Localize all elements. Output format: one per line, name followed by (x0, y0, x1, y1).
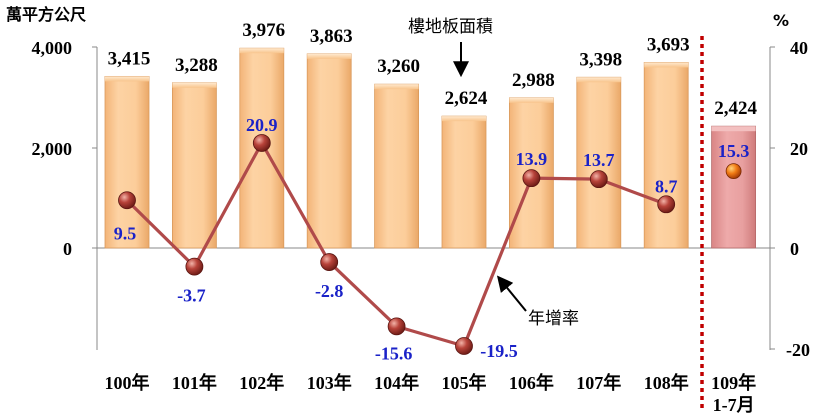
left-axis-unit: 萬平方公尺 (6, 5, 86, 24)
left-tick-0: 0 (63, 239, 72, 259)
rate-marker-1 (185, 257, 204, 276)
bar-top-9 (711, 126, 756, 132)
right-tick-40: 40 (790, 38, 808, 58)
rate-label-3: -2.8 (315, 281, 344, 301)
line-annotation-arrow (496, 275, 527, 312)
bar-top-5 (442, 116, 486, 122)
rate-marker-6 (522, 169, 541, 188)
rate-marker-0 (118, 191, 136, 210)
rate-label-1: -3.7 (177, 286, 206, 306)
bar-4 (374, 83, 420, 249)
rate-label-8: 8.7 (655, 176, 678, 196)
bar-label-4: 3,260 (377, 56, 420, 77)
bar-label-8: 3,693 (647, 34, 690, 55)
rate-label-5: -19.5 (480, 341, 518, 361)
rate-marker-7 (589, 170, 608, 189)
bar-series-label: 樓地板面積 (408, 17, 493, 37)
x-label-6: 106年 (509, 372, 554, 393)
rate-marker-4 (387, 317, 406, 336)
bar-labels-layer: 3,415 3,288 3,976 3,863 3,260 2,624 2,988 3,398… (108, 20, 758, 119)
bar-series-annotation: 樓地板面積 (408, 17, 493, 78)
bar-label-1: 3,288 (175, 55, 218, 76)
right-tick-20: 20 (790, 139, 808, 159)
x-label-8: 108年 (644, 372, 689, 393)
bar-1 (171, 82, 217, 249)
rate-marker-3 (320, 253, 339, 271)
bar-8 (643, 62, 689, 249)
bar-label-6: 2,988 (512, 70, 555, 91)
bars-layer (104, 47, 756, 249)
rate-line-layer (118, 134, 742, 355)
bar-top-2 (239, 48, 284, 54)
x-label-9: 109年 (711, 372, 756, 393)
rate-marker-5 (455, 337, 473, 355)
rate-label-0: 9.5 (114, 223, 137, 243)
right-tick-0: 0 (790, 239, 799, 259)
bar-7 (576, 76, 622, 249)
x-label-7: 107年 (576, 372, 621, 393)
bar-5 (441, 115, 487, 249)
line-series-label: 年增率 (528, 309, 579, 329)
rate-labels-layer: 9.5 -3.7 20.9 -2.8 -15.6 -19.5 13.9 13.7 8.7 15.3 (114, 115, 750, 363)
left-tick-2000: 2,000 (32, 139, 73, 159)
x-label-0: 100年 (105, 372, 150, 393)
x-label-2: 102年 (239, 372, 284, 393)
left-axis-ticks: 4,000 2,000 0 (32, 38, 97, 259)
bar-label-9: 2,424 (714, 98, 757, 119)
bar-label-2: 3,976 (242, 20, 285, 41)
bar-9 (711, 125, 756, 249)
x-label-sub: 1-7月 (713, 395, 755, 415)
bar-label-0: 3,415 (108, 48, 151, 69)
rate-label-9: 15.3 (718, 141, 750, 161)
rate-label-6: 13.9 (516, 149, 548, 169)
x-label-5: 105年 (442, 372, 487, 393)
right-axis-ticks: 40 20 0 -20 (770, 38, 810, 360)
bar-top-7 (576, 77, 621, 83)
bar-top-6 (509, 97, 554, 103)
rate-marker-9 (725, 163, 742, 180)
bar-top-4 (374, 84, 419, 90)
rate-marker-2 (252, 134, 271, 152)
x-label-4: 104年 (374, 372, 419, 393)
bar-label-3: 3,863 (310, 26, 353, 47)
bar-3 (306, 53, 352, 249)
rate-label-7: 13.7 (583, 150, 615, 170)
left-tick-4000: 4,000 (32, 38, 73, 58)
x-labels-layer: 100年 101年 102年 103年 104年 105年 106年 107年 108年 109年… (105, 372, 757, 415)
bar-top-3 (307, 53, 352, 59)
line-series-annotation: 年增率 (496, 275, 579, 329)
right-tick-neg20: -20 (786, 340, 810, 360)
right-axis-unit: % (773, 11, 789, 30)
rate-label-2: 20.9 (246, 115, 278, 135)
rate-label-4: -15.6 (375, 343, 413, 363)
bar-top-1 (172, 82, 217, 88)
bar-0 (104, 75, 150, 249)
x-label-3: 103年 (307, 372, 352, 393)
bar-top-8 (644, 62, 689, 68)
bar-top-0 (105, 76, 149, 82)
bar-label-7: 3,398 (579, 49, 622, 70)
x-label-1: 101年 (172, 372, 217, 393)
bar-label-5: 2,624 (445, 88, 488, 109)
rate-marker-8 (657, 195, 676, 214)
